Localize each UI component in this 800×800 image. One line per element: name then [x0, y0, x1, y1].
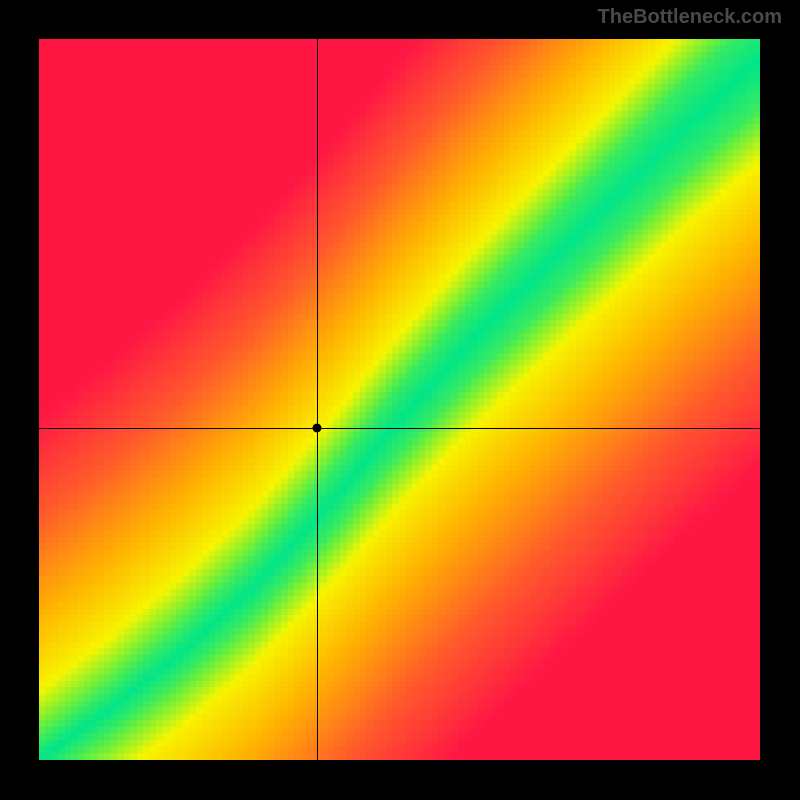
- crosshair-vertical-line: [317, 39, 318, 760]
- heatmap-canvas: [39, 39, 760, 760]
- crosshair-horizontal-line: [39, 428, 760, 429]
- plot-area: [39, 39, 760, 760]
- crosshair-marker-dot: [312, 424, 321, 433]
- watermark-text: TheBottleneck.com: [598, 6, 782, 29]
- chart-container: TheBottleneck.com: [0, 0, 800, 800]
